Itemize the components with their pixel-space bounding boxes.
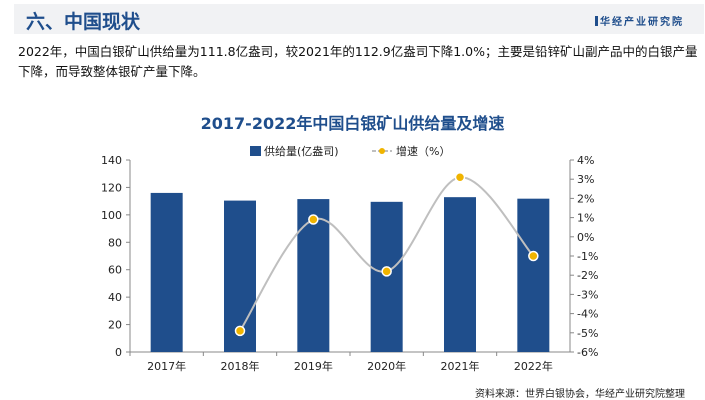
bar bbox=[370, 201, 403, 352]
growth-point bbox=[528, 250, 539, 262]
left-tick-label: 0 bbox=[115, 346, 122, 359]
right-tick-label: -5% bbox=[577, 327, 598, 340]
x-tick-label: 2022年 bbox=[514, 359, 553, 373]
bar bbox=[517, 198, 550, 352]
x-tick-label: 2020年 bbox=[367, 359, 406, 373]
bar bbox=[150, 192, 183, 352]
right-tick-label: -6% bbox=[577, 346, 598, 359]
legend-bar-swatch bbox=[250, 146, 261, 156]
right-tick-label: -3% bbox=[577, 288, 598, 301]
brand-logo: 华经产业研究院 bbox=[595, 13, 684, 28]
legend-line-label: 增速（%） bbox=[396, 144, 450, 158]
right-tick-label: 3% bbox=[577, 173, 594, 186]
right-tick-label: -1% bbox=[577, 250, 598, 263]
right-tick-label: 1% bbox=[577, 212, 594, 225]
x-tick-label: 2021年 bbox=[441, 359, 480, 373]
left-tick-label: 20 bbox=[108, 319, 122, 332]
chart-title: 2017-2022年中国白银矿山供给量及增速 bbox=[200, 114, 505, 133]
logo-icon bbox=[595, 16, 598, 26]
section-header: 六、中国现状 华经产业研究院 bbox=[14, 4, 704, 34]
summary-paragraph: 2022年，中国白银矿山供给量为111.8亿盎司，较2021年的112.9亿盎司… bbox=[18, 44, 698, 79]
right-tick-label: 0% bbox=[577, 231, 594, 244]
left-tick-label: 100 bbox=[101, 209, 122, 222]
left-tick-label: 80 bbox=[108, 236, 122, 249]
right-tick-label: 2% bbox=[577, 192, 594, 205]
growth-point bbox=[381, 266, 392, 277]
right-tick-label: -4% bbox=[577, 308, 598, 321]
growth-point bbox=[234, 325, 246, 337]
left-tick-label: 120 bbox=[101, 181, 122, 194]
bar bbox=[444, 197, 476, 352]
legend-line-marker bbox=[379, 148, 385, 154]
source-note: 资料来源：世界白银协会，华经产业研究院整理 bbox=[475, 389, 685, 400]
x-tick-label: 2019年 bbox=[294, 359, 333, 373]
x-tick-label: 2017年 bbox=[147, 359, 186, 373]
right-tick-label: -2% bbox=[577, 269, 598, 282]
legend-bar-label: 供给量(亿盎司) bbox=[264, 144, 339, 158]
left-tick-label: 60 bbox=[108, 264, 122, 277]
growth-point bbox=[454, 172, 466, 183]
right-tick-label: 4% bbox=[577, 154, 594, 167]
logo-text: 华经产业研究院 bbox=[600, 17, 684, 28]
left-tick-label: 40 bbox=[108, 291, 122, 304]
x-tick-label: 2018年 bbox=[221, 359, 260, 373]
left-tick-label: 140 bbox=[101, 154, 122, 167]
section-title: 六、中国现状 bbox=[26, 11, 141, 33]
growth-point bbox=[308, 214, 319, 225]
